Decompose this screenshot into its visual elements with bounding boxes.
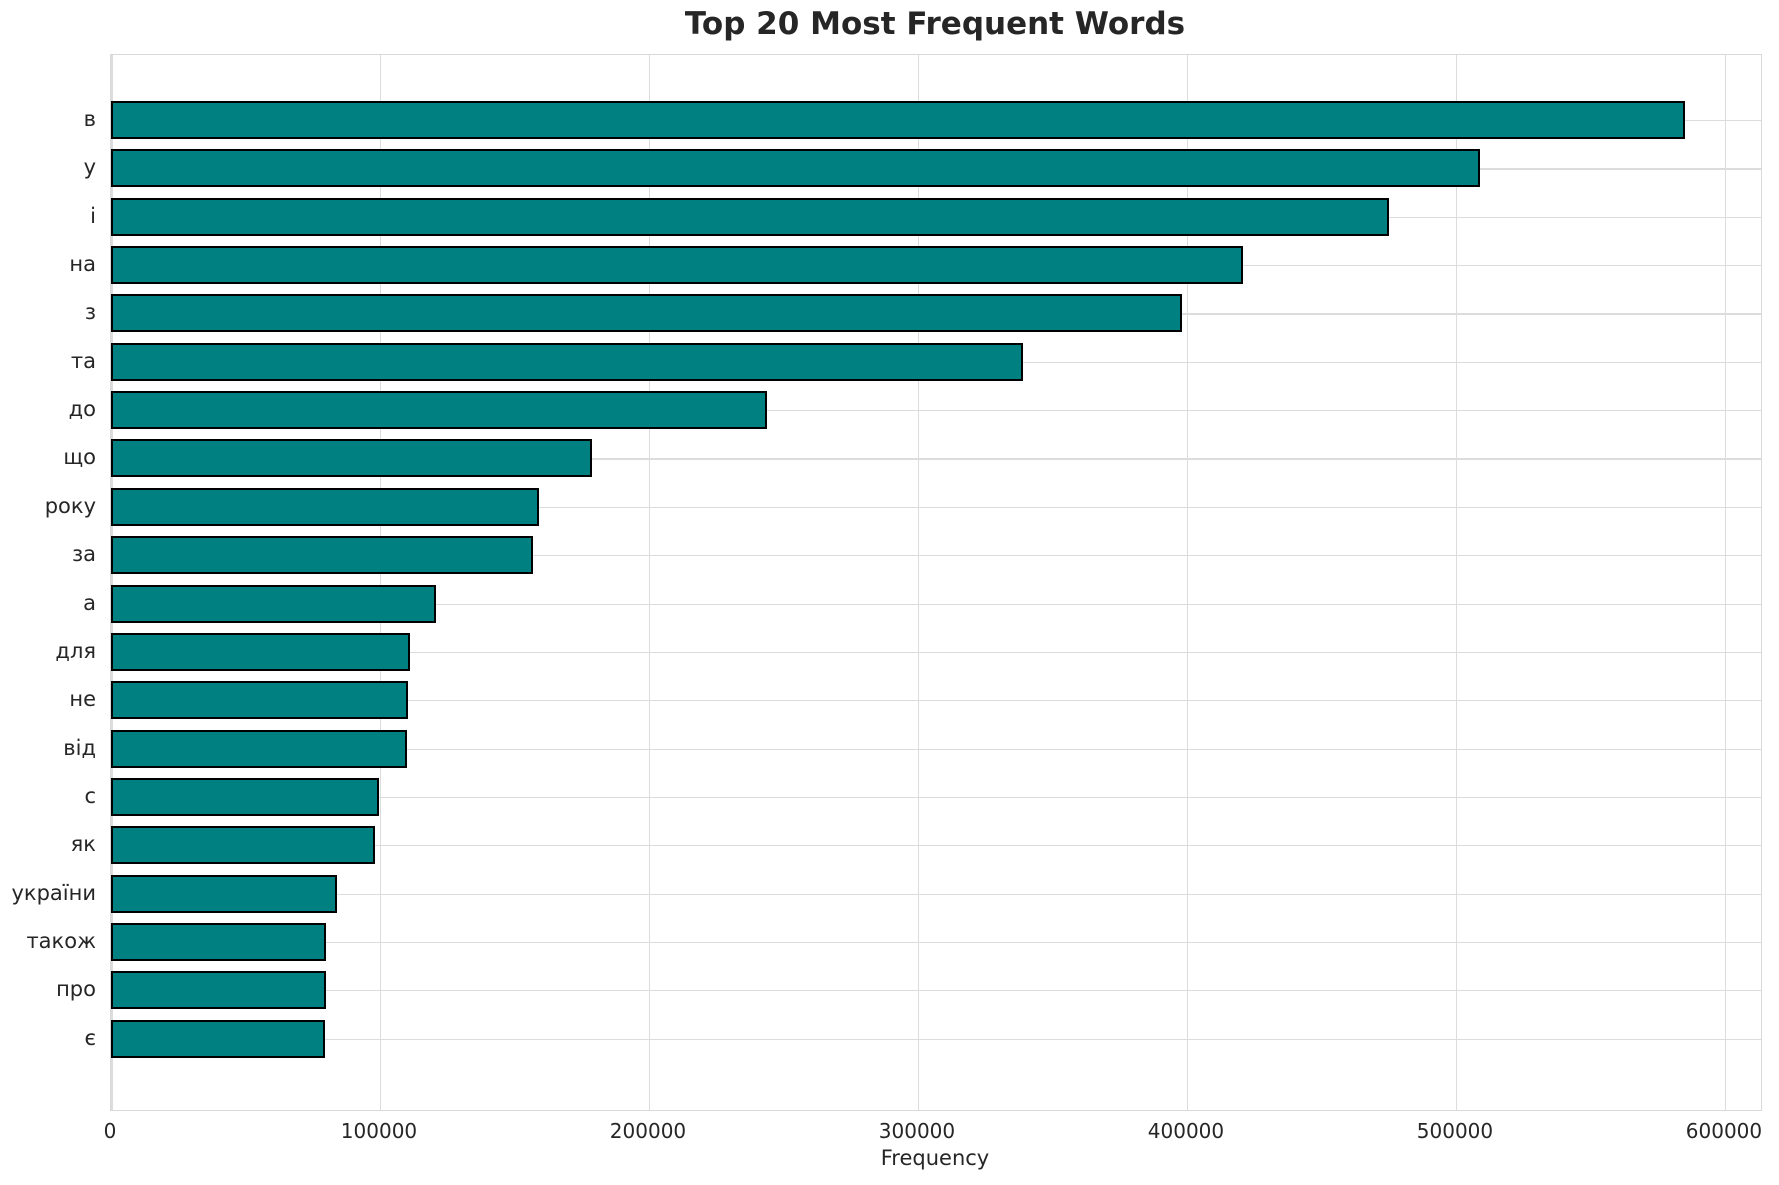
y-tick-label: в [83, 107, 96, 131]
bar [111, 971, 326, 1010]
y-gridline [111, 603, 1761, 605]
y-tick-label: не [69, 687, 96, 712]
y-gridline [111, 748, 1761, 750]
y-gridline [111, 845, 1761, 847]
bar [111, 632, 410, 671]
y-gridline [111, 651, 1761, 654]
bar [111, 681, 409, 720]
bar [111, 826, 375, 865]
x-gridline [1186, 55, 1189, 1110]
y-gridline [111, 458, 1761, 460]
y-gridline [111, 410, 1761, 412]
y-tick-label: для [55, 638, 96, 663]
bar [111, 584, 437, 623]
y-tick-label: що [63, 445, 96, 470]
y-gridline [111, 893, 1761, 895]
y-tick-label: україни [11, 880, 96, 905]
bar [111, 777, 379, 816]
x-gridline [648, 55, 651, 1110]
plot-area [110, 54, 1762, 1111]
y-tick-label: на [69, 252, 96, 277]
y-gridline [111, 941, 1761, 944]
bar [111, 342, 1023, 381]
y-tick-label: також [26, 928, 96, 953]
y-tick-label: с [84, 783, 96, 808]
bar [111, 487, 539, 526]
y-tick-label: у [83, 155, 96, 180]
y-tick-label: є [84, 1025, 96, 1050]
y-tick-label: від [63, 735, 96, 760]
y-tick-label: з [84, 300, 96, 325]
y-tick-label: а [83, 590, 96, 615]
bar [111, 874, 337, 913]
x-tick-label: 100000 [340, 1119, 418, 1143]
bar [111, 536, 534, 575]
y-gridline [111, 555, 1761, 557]
x-tick-label: 0 [103, 1119, 117, 1143]
bar [111, 149, 1481, 188]
y-tick-label: до [68, 397, 96, 422]
x-tick-label: 200000 [609, 1119, 687, 1143]
x-gridline [917, 55, 920, 1110]
y-tick-label: і [90, 203, 96, 228]
x-tick-label: 300000 [878, 1119, 956, 1143]
y-tick-label: про [56, 977, 96, 1002]
y-tick-label: року [44, 493, 96, 518]
y-gridline [111, 700, 1761, 702]
x-gridline [1455, 55, 1458, 1110]
x-axis-title: Frequency [880, 1146, 990, 1170]
bar [111, 1019, 326, 1058]
x-tick-label: 400000 [1147, 1119, 1225, 1143]
bar [111, 197, 1389, 236]
x-tick-label: 600000 [1685, 1119, 1763, 1143]
y-gridline [111, 1038, 1761, 1040]
bar [111, 101, 1685, 139]
y-gridline [111, 506, 1761, 508]
y-tick-label: та [70, 348, 96, 373]
y-gridline [111, 796, 1761, 799]
bar [111, 391, 768, 430]
bar [111, 294, 1182, 333]
bar [111, 246, 1244, 285]
x-gridline [379, 55, 382, 1110]
x-gridline [111, 55, 113, 1110]
y-gridline [111, 990, 1761, 992]
x-tick-label: 500000 [1416, 1119, 1494, 1143]
x-gridline [1724, 55, 1727, 1110]
y-tick-label: як [70, 832, 96, 857]
bar [111, 439, 593, 478]
bar [111, 922, 327, 961]
y-tick-label: за [71, 542, 96, 567]
chart-title: Top 20 Most Frequent Words [684, 6, 1186, 42]
bar [111, 729, 407, 768]
